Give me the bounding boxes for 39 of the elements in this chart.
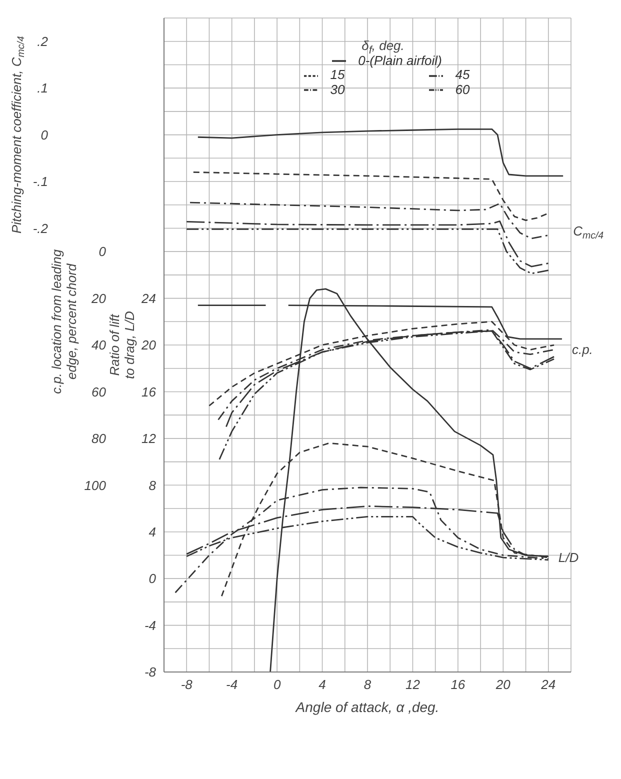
y3-tick-label: .2 xyxy=(37,34,49,49)
annotation: L/D xyxy=(558,550,579,565)
x-tick-label: -8 xyxy=(180,677,194,692)
text: c.p. xyxy=(572,342,593,357)
y-tick-label: 20 xyxy=(140,338,157,353)
y3-tick-label: -.1 xyxy=(32,174,48,190)
y-tick-label: 4 xyxy=(148,524,156,540)
y2-axis-title: c.p. location from leading edge, percent chord xyxy=(49,248,79,394)
y2-tick-label: 0 xyxy=(98,244,107,260)
y-tick-label: -4 xyxy=(144,618,156,633)
x-tick-label: 4 xyxy=(318,677,326,692)
legend-label: 60 xyxy=(455,82,470,97)
y3-tick-label: 0 xyxy=(40,127,49,142)
x-tick-label: -4 xyxy=(226,677,238,692)
y-tick-label: 24 xyxy=(140,290,156,306)
legend-label: 30 xyxy=(330,82,345,97)
x-axis-title: Angle of attack, α ,deg. xyxy=(294,699,440,716)
y3-tick-label: .1 xyxy=(37,80,48,96)
y2-tick-label: 20 xyxy=(90,290,107,306)
y-tick-label: -8 xyxy=(144,664,157,680)
y2-tick-label: 60 xyxy=(92,384,107,400)
x-tick-label: 12 xyxy=(405,677,421,692)
x-tick-label: 16 xyxy=(450,677,466,692)
y2-tick-label: 100 xyxy=(84,478,107,493)
x-tick-label: 20 xyxy=(494,677,512,692)
legend-label: 15 xyxy=(330,67,345,82)
y-tick-label: 8 xyxy=(148,478,157,493)
x-tick-label: 8 xyxy=(364,677,372,692)
y3-tick-label: -.2 xyxy=(32,220,49,236)
x-tick-label: 24 xyxy=(540,677,556,692)
y2-tick-label: 40 xyxy=(92,338,107,353)
y-tick-label: 0 xyxy=(148,571,157,586)
y-axis-title: Ratio of lift to drag, L/D xyxy=(107,311,137,379)
y-tick-label: 12 xyxy=(142,431,157,446)
text: C$_{mc/4}$ xyxy=(573,224,604,242)
x-tick-label: 0 xyxy=(273,677,282,692)
y2-tick-label: 80 xyxy=(92,431,107,446)
legend-label: 45 xyxy=(455,67,470,82)
y-tick-label: 16 xyxy=(142,384,157,400)
